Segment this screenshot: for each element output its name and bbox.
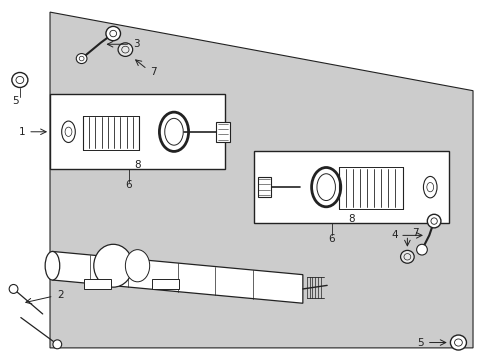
Bar — [216, 122, 229, 142]
Ellipse shape — [416, 244, 427, 255]
Ellipse shape — [164, 118, 183, 145]
Polygon shape — [52, 251, 302, 303]
Bar — [84, 279, 111, 289]
Bar — [50, 94, 224, 169]
Bar — [257, 177, 271, 197]
Ellipse shape — [12, 72, 28, 87]
Ellipse shape — [9, 284, 18, 293]
Ellipse shape — [53, 340, 61, 349]
Text: 6: 6 — [328, 234, 335, 244]
Ellipse shape — [316, 174, 335, 201]
Ellipse shape — [423, 176, 436, 198]
Ellipse shape — [118, 43, 132, 57]
Text: 5: 5 — [12, 96, 18, 107]
Text: 7: 7 — [411, 228, 418, 238]
Ellipse shape — [427, 214, 440, 228]
Ellipse shape — [449, 335, 466, 350]
Ellipse shape — [94, 244, 132, 287]
Bar — [152, 279, 179, 289]
Text: 1: 1 — [19, 127, 26, 137]
Text: 8: 8 — [134, 160, 141, 170]
Text: 5: 5 — [416, 338, 423, 347]
Text: 6: 6 — [125, 180, 132, 190]
Bar — [254, 152, 448, 223]
Text: 8: 8 — [347, 213, 354, 224]
Ellipse shape — [45, 251, 60, 280]
Ellipse shape — [125, 249, 149, 282]
Text: 7: 7 — [149, 67, 156, 77]
Text: 4: 4 — [390, 230, 397, 240]
Ellipse shape — [76, 54, 87, 64]
Text: 2: 2 — [57, 291, 63, 300]
Polygon shape — [50, 12, 472, 348]
Ellipse shape — [400, 250, 413, 263]
Ellipse shape — [61, 121, 75, 143]
Text: 3: 3 — [132, 39, 139, 49]
Ellipse shape — [106, 26, 120, 41]
